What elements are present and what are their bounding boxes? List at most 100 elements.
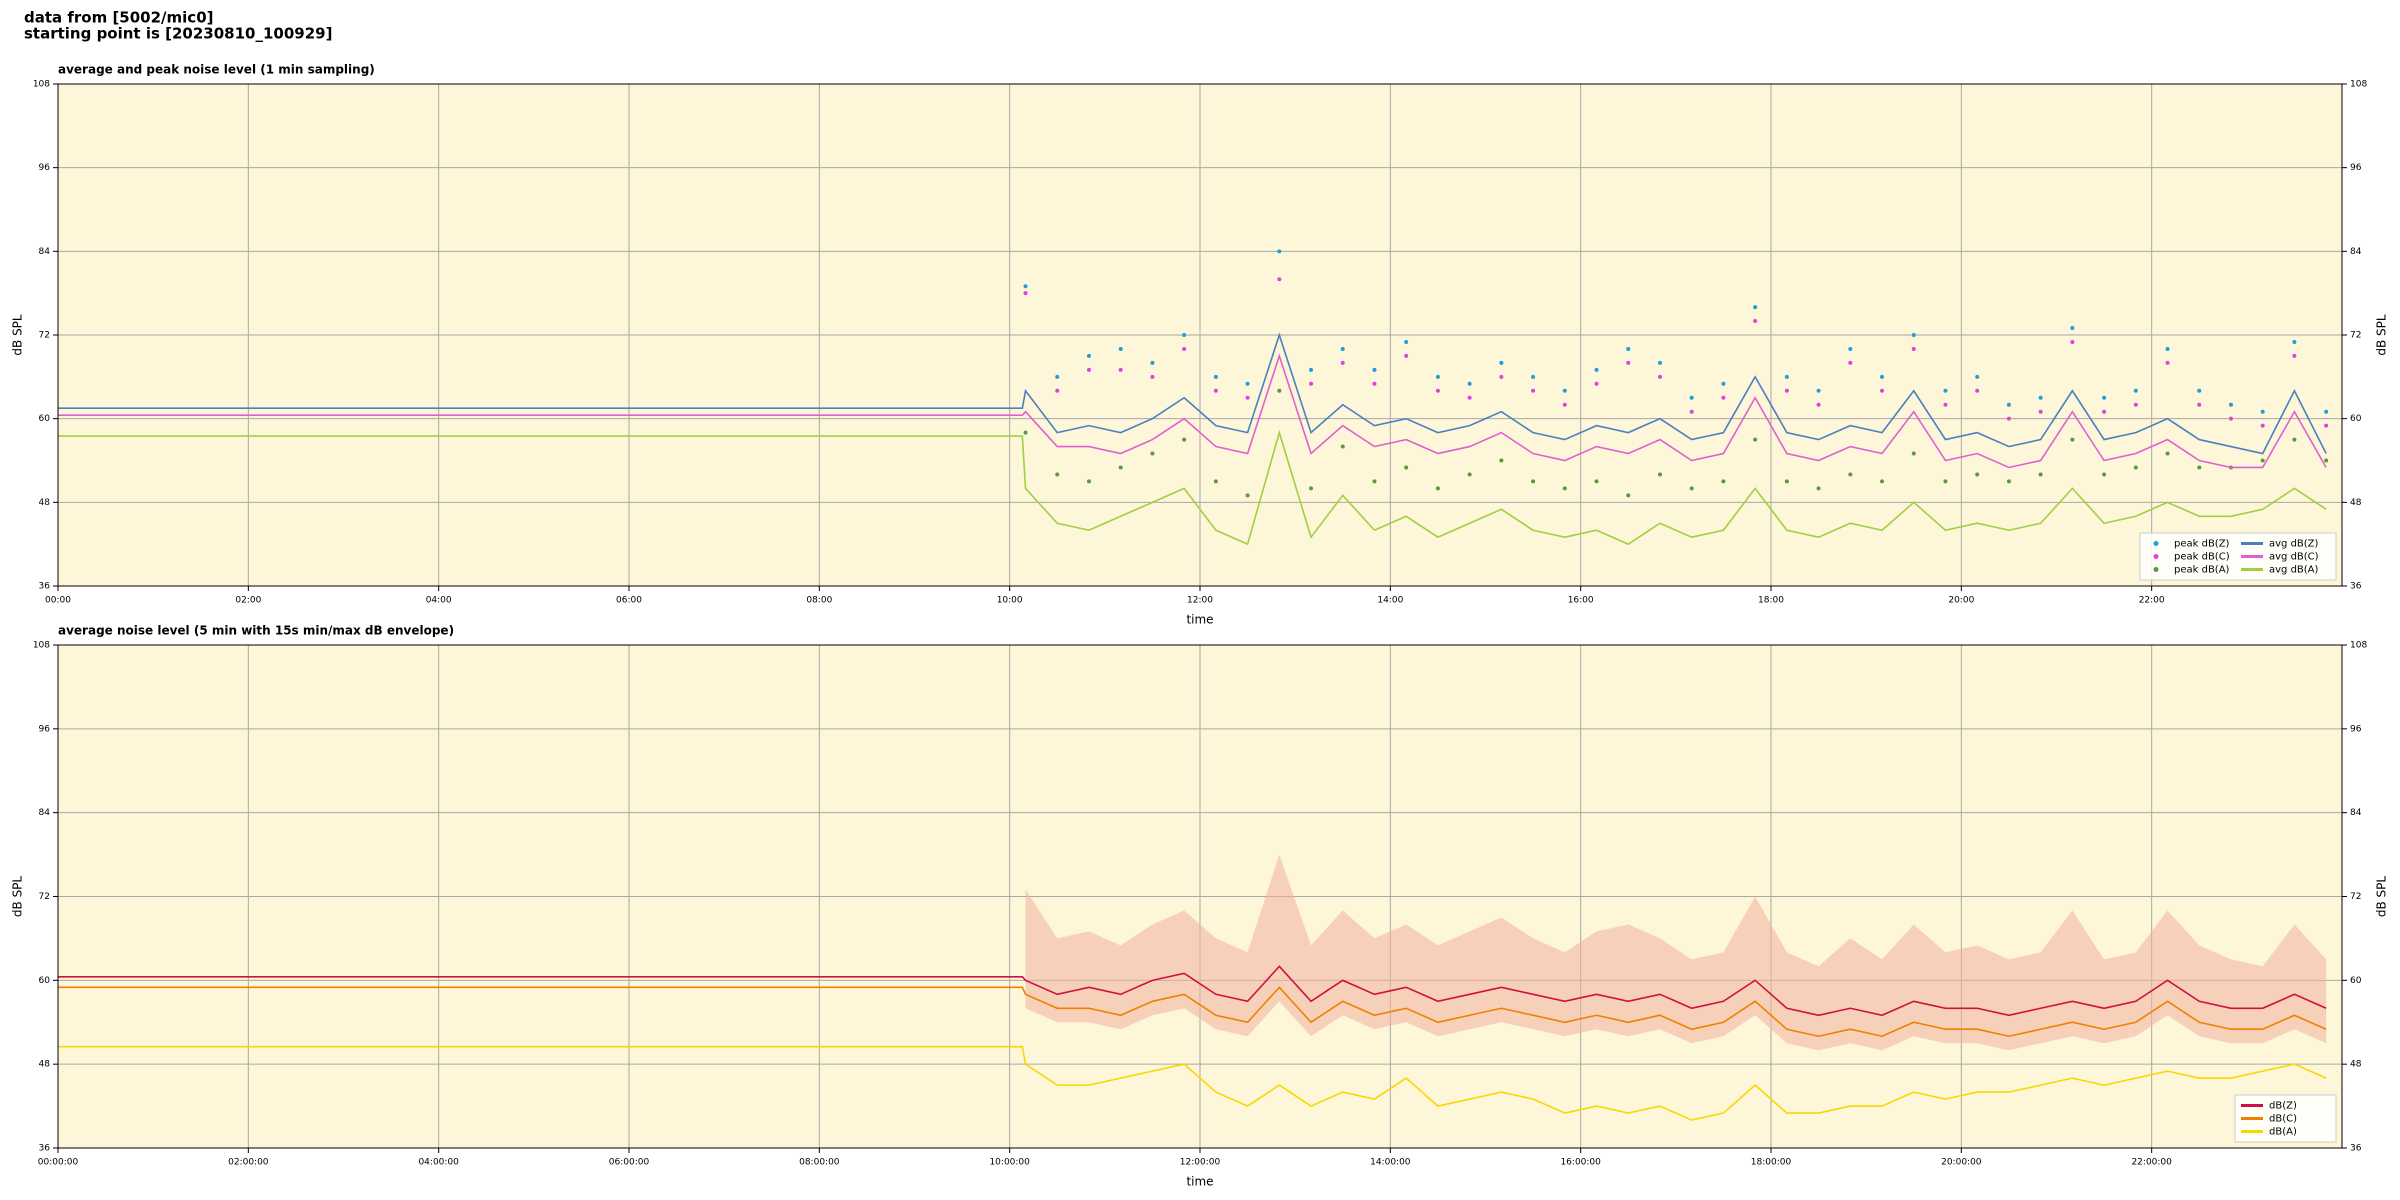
y-tick-label-right: 108 (2350, 641, 2367, 651)
peak-point (2260, 423, 2265, 428)
x-tick-label: 02:00:00 (228, 1158, 269, 1168)
x-tick-label: 20:00:00 (1941, 1158, 1982, 1168)
peak-point (1784, 374, 1789, 379)
peak-point (1340, 360, 1345, 365)
peak-point (1182, 437, 1187, 442)
peak-point (2260, 458, 2265, 463)
peak-point (1023, 291, 1028, 296)
y-tick-label: 96 (39, 724, 51, 734)
peak-point (1404, 465, 1409, 470)
legend-label: avg dB(C) (2269, 552, 2319, 563)
peak-point (1277, 388, 1282, 393)
x-axis-label: time (1186, 613, 1213, 627)
y-tick-label: 60 (39, 976, 51, 986)
peak-point (1848, 472, 1853, 477)
y-tick-label: 48 (39, 498, 51, 508)
peak-point (2133, 388, 2138, 393)
peak-point (1626, 493, 1631, 498)
peak-point (1372, 479, 1377, 484)
peak-point (1531, 388, 1536, 393)
x-tick-label: 04:00 (426, 596, 452, 606)
peak-point (1943, 479, 1948, 484)
peak-point (1182, 346, 1187, 351)
peak-point (1562, 486, 1567, 491)
y-tick-label: 48 (39, 1060, 51, 1070)
peak-point (1150, 360, 1155, 365)
x-tick-label: 06:00:00 (609, 1158, 650, 1168)
legend-label: dB(Z) (2269, 1101, 2297, 1112)
plot-frame (57, 83, 2343, 587)
peak-point (2006, 416, 2011, 421)
legend-label: peak dB(Z) (2174, 539, 2230, 550)
peak-point (1975, 388, 1980, 393)
peak-point (1531, 374, 1536, 379)
peak-point (1245, 493, 1250, 498)
x-tick-label: 04:00:00 (418, 1158, 459, 1168)
legend-label: avg dB(A) (2269, 565, 2319, 576)
peak-point (1023, 284, 1028, 289)
x-tick-label: 22:00:00 (2131, 1158, 2172, 1168)
peak-point (1911, 333, 1916, 337)
series-line (58, 1045, 2327, 1121)
y-tick-label: 96 (39, 163, 51, 173)
x-tick-label: 14:00 (1377, 596, 1403, 606)
peak-point (1816, 402, 1821, 407)
peak-point (1562, 388, 1567, 393)
peak-point (2070, 339, 2075, 344)
y-tick-label: 36 (39, 1144, 51, 1154)
chart-title: average noise level (5 min with 15s min/… (58, 624, 454, 638)
peak-point (1943, 388, 1948, 393)
peak-point (1689, 409, 1694, 414)
peak-point (1848, 346, 1853, 351)
peak-point (1499, 458, 1504, 463)
peak-point (1213, 479, 1218, 484)
y-tick-label-right: 84 (2350, 808, 2362, 818)
peak-point (2038, 472, 2043, 477)
peak-point (1435, 374, 1440, 379)
legend-marker (2153, 554, 2159, 559)
peak-point (1753, 437, 1758, 442)
peak-point (2197, 465, 2202, 470)
peak-point (1404, 353, 1409, 358)
peak-point (1499, 374, 1504, 379)
x-tick-label: 08:00 (806, 596, 832, 606)
peak-point (1753, 319, 1758, 324)
x-tick-label: 12:00:00 (1180, 1158, 1221, 1168)
y-tick-label-right: 60 (2350, 414, 2362, 424)
peak-point (2197, 388, 2202, 393)
peak-point (2038, 409, 2043, 414)
series-line (58, 965, 2327, 1017)
peak-point (2324, 458, 2329, 463)
legend: peak dB(Z) peak dB(C) peak dB(A) avg dB(Z) a… (2139, 532, 2337, 581)
peak-point (2133, 465, 2138, 470)
peak-point (1531, 479, 1536, 484)
peak-point (2102, 472, 2107, 477)
y-tick-label-right: 48 (2350, 1060, 2362, 1070)
peak-point (1721, 381, 1726, 386)
y-tick-label: 84 (39, 808, 51, 818)
peak-point (1182, 333, 1187, 337)
peak-point (1372, 381, 1377, 386)
peak-point (1277, 277, 1282, 282)
legend-marker (2153, 541, 2159, 546)
peak-point (1562, 402, 1567, 407)
x-tick-label: 00:00:00 (38, 1158, 79, 1168)
y-tick-label: 60 (39, 414, 51, 424)
x-tick-label: 20:00 (1948, 596, 1974, 606)
peak-point (1880, 374, 1885, 379)
y-tick-label: 36 (39, 582, 51, 592)
peak-point (1467, 381, 1472, 386)
x-tick-label: 00:00 (45, 596, 71, 606)
legend: dB(Z) dB(C) dB(A) (2234, 1094, 2337, 1143)
peak-point (1245, 395, 1250, 400)
y-tick-label: 72 (39, 331, 50, 341)
x-tick-label: 02:00 (235, 596, 261, 606)
peak-point (1340, 444, 1345, 449)
peak-point (2292, 353, 2297, 358)
peak-point (1499, 360, 1504, 365)
peak-point (1055, 374, 1060, 379)
peak-point (1911, 346, 1916, 351)
peak-point (1118, 346, 1123, 351)
y-tick-label-right: 36 (2350, 582, 2362, 592)
